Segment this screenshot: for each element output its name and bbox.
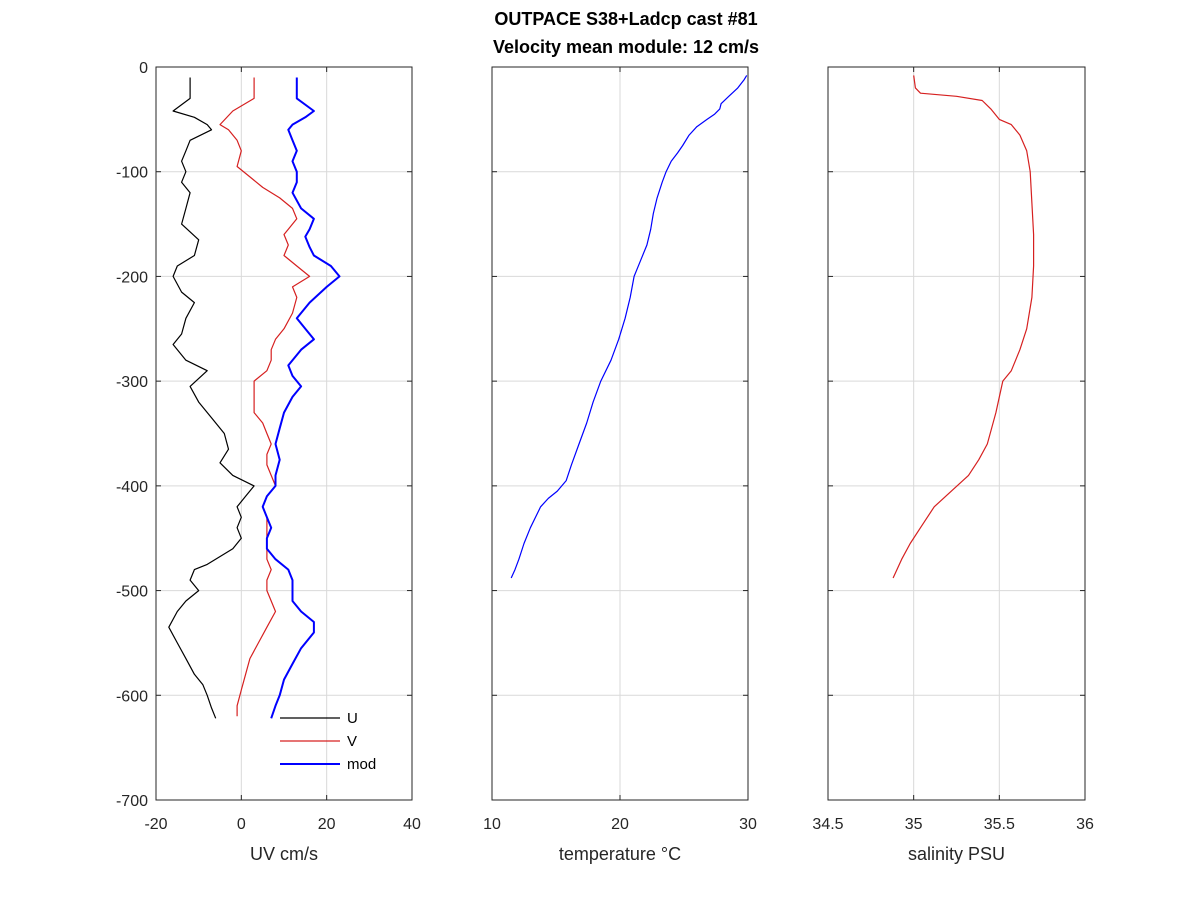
x-tick-label: 0 (237, 816, 246, 833)
y-tick-label: -100 (116, 165, 148, 182)
y-tick-label: -600 (116, 688, 148, 705)
series-line-v (219, 77, 311, 717)
series-line-mod (261, 77, 341, 719)
panel-3: 34.5 35 35.5 36 salinity PSU (812, 66, 1094, 864)
y-tick-label: -200 (116, 269, 148, 286)
x-tick-label: 10 (483, 816, 501, 833)
series-line-2-1 (510, 75, 748, 579)
x-tick-label: 20 (318, 816, 336, 833)
legend-label-mod: mod (347, 756, 376, 773)
legend-label-v: V (347, 733, 357, 750)
y-tick-label: -500 (116, 584, 148, 601)
axes-box (155, 66, 413, 801)
y-tick-label: -700 (116, 793, 148, 810)
x-tick-label: 34.5 (812, 816, 843, 833)
figure-title-line2: Velocity mean module: 12 cm/s (493, 37, 759, 57)
plot-area (156, 67, 412, 800)
series-line-3-1 (892, 75, 1035, 579)
panel-1: -20 0 20 400-100-200-300-400-500-600-700UV … (116, 60, 421, 864)
axes-box (827, 66, 1086, 801)
y-tick-label: 0 (139, 60, 148, 77)
y-tick-label: -300 (116, 374, 148, 391)
plots-group: -20 0 20 400-100-200-300-400-500-600-700UV … (116, 60, 1094, 864)
series-line-u (168, 77, 255, 719)
x-tick-label: 30 (739, 816, 757, 833)
x-tick-label: 35.5 (984, 816, 1015, 833)
x-tick-label: -20 (144, 816, 167, 833)
panel-2: 10 20 30 temperature °C (483, 66, 757, 864)
x-tick-label: 36 (1076, 816, 1094, 833)
y-tick-label: -400 (116, 479, 148, 496)
x-axis-label: UV cm/s (250, 844, 318, 864)
figure-title-line1: OUTPACE S38+Ladcp cast #81 (494, 9, 757, 29)
x-axis-label: salinity PSU (908, 844, 1005, 864)
legend-label-u: U (347, 710, 358, 727)
plot-area (828, 67, 1085, 800)
x-tick-label: 40 (403, 816, 421, 833)
x-tick-label: 35 (905, 816, 923, 833)
x-tick-label: 20 (611, 816, 629, 833)
x-axis-label: temperature °C (559, 844, 681, 864)
